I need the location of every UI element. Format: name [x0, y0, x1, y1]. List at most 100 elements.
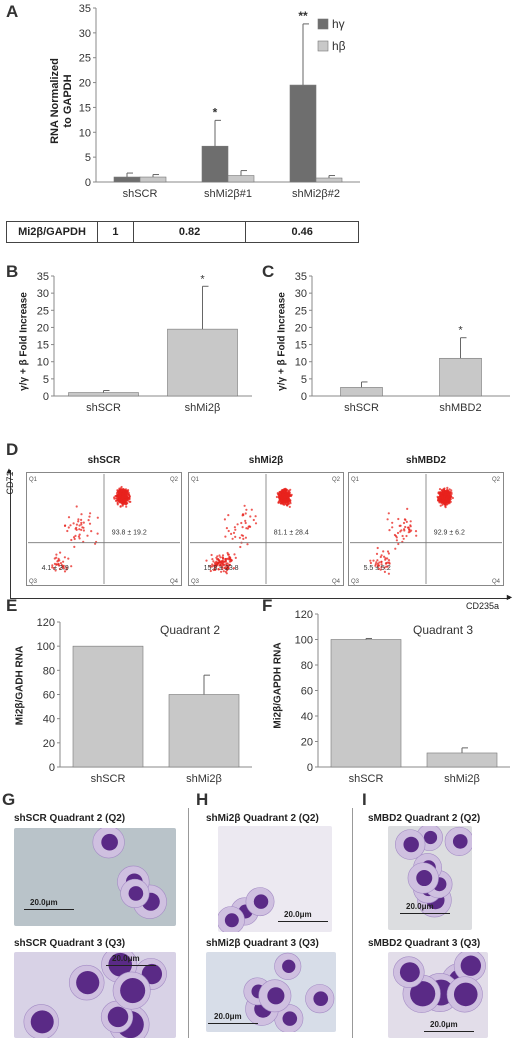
event-dot — [283, 495, 286, 498]
event-dot — [241, 526, 244, 529]
event-dot — [387, 559, 391, 562]
q3-percentage: 5.5 ± 5.2 — [364, 565, 391, 572]
event-dot — [86, 534, 89, 537]
event-dot — [231, 537, 234, 540]
event-dot — [234, 528, 237, 531]
scale-bar-label: 20.0μm — [284, 910, 312, 919]
q2-percentage: 81.1 ± 28.4 — [274, 530, 309, 537]
event-dot — [75, 505, 78, 508]
bar — [426, 752, 498, 768]
event-dot — [120, 501, 123, 504]
cell-nucleus — [453, 982, 478, 1007]
event-dot — [286, 491, 290, 494]
stained-cells — [23, 952, 167, 1038]
event-dot — [287, 498, 290, 501]
event-dot — [375, 552, 379, 555]
event-dot — [77, 520, 80, 523]
event-dot — [60, 564, 64, 567]
event-dot — [398, 524, 401, 527]
event-dot — [283, 498, 286, 501]
event-dot — [236, 523, 239, 526]
stained-cells — [393, 952, 486, 1013]
event-dot — [249, 515, 252, 518]
event-dot — [82, 529, 85, 532]
event-dot — [386, 518, 389, 521]
cell-nucleus — [267, 987, 285, 1005]
event-dot — [218, 560, 221, 563]
quadrant-label: Q3 — [351, 579, 360, 585]
y-tick-label: 20 — [43, 738, 55, 750]
quadrant-label: Q4 — [170, 579, 179, 585]
event-dot — [383, 555, 386, 558]
event-dot — [124, 488, 128, 491]
flow-scatter-plot: Q1 Q2 Q3 Q4 93.8 ± 19.2 4.1 ± 3.9 — [26, 472, 182, 586]
event-dot — [54, 569, 57, 572]
significance-marker: * — [213, 105, 218, 119]
event-dot — [414, 530, 418, 533]
event-dot — [77, 518, 80, 521]
event-dot — [409, 525, 412, 528]
scale-bar-label: 20.0μm — [406, 902, 434, 911]
legend-swatch — [317, 18, 329, 30]
event-dot — [395, 539, 398, 542]
event-dot — [211, 563, 214, 566]
quadrant-label: Q2 — [170, 477, 179, 483]
event-dot — [62, 564, 65, 567]
y-tick-label: 60 — [301, 686, 313, 698]
event-dot — [234, 535, 237, 538]
y-tick-label: 20 — [79, 78, 91, 90]
flow-scatter-plot: Q1 Q2 Q3 Q4 92.9 ± 6.2 5.5 ± 5.2 — [348, 472, 504, 586]
event-dot — [243, 504, 246, 507]
legend-label: hγ — [332, 17, 345, 31]
q3-percentage: 4.1 ± 3.9 — [42, 565, 69, 572]
scale-bar — [278, 921, 328, 922]
event-dot — [224, 535, 227, 538]
event-dot — [118, 492, 121, 495]
event-dot — [113, 497, 116, 500]
event-dot — [450, 489, 453, 492]
event-dot — [277, 496, 280, 499]
legend-label: hβ — [332, 39, 346, 53]
event-dot — [386, 557, 389, 560]
legend-swatch — [317, 40, 329, 52]
event-dot — [380, 554, 383, 557]
event-dot — [227, 514, 230, 517]
y-tick-label: 120 — [37, 617, 55, 629]
x-tick-label: shMBD2 — [439, 402, 481, 414]
event-dot — [127, 497, 130, 500]
event-dot — [388, 529, 391, 532]
panel-f-title: Quadrant 3 — [413, 623, 473, 637]
event-dot — [449, 500, 452, 503]
y-tick-label: 30 — [37, 288, 49, 300]
event-dot — [415, 534, 418, 537]
event-dot — [80, 513, 83, 516]
event-dot — [391, 526, 394, 529]
quadrant-label: Q1 — [29, 477, 38, 483]
event-dot — [69, 524, 72, 527]
event-dot — [56, 560, 59, 563]
event-dot — [444, 491, 447, 494]
panel-f-ylabel: Mi2β/GAPDH RNA — [272, 642, 284, 729]
event-dot — [125, 502, 128, 505]
cd235a-label: CD235a — [466, 601, 500, 611]
event-dot — [279, 499, 282, 502]
event-dot — [128, 495, 131, 498]
y-tick-label: 80 — [301, 660, 313, 672]
event-dot — [228, 563, 231, 566]
event-dot — [384, 558, 387, 561]
event-dot — [405, 534, 408, 538]
y-tick-label: 25 — [295, 305, 307, 317]
panel-a-ylabel-line1: RNA Normalized — [49, 58, 61, 144]
event-dot — [245, 508, 248, 511]
panel-h-top-title: shMi2β Quadrant 2 (Q2) — [206, 813, 319, 824]
event-dot — [125, 505, 128, 508]
event-dot — [437, 499, 440, 502]
event-dot — [380, 560, 383, 563]
y-tick-label: 60 — [43, 690, 55, 702]
event-dot — [239, 545, 242, 549]
event-dot — [63, 556, 66, 559]
event-dot — [383, 566, 386, 569]
cell-nucleus — [423, 830, 438, 845]
event-dot — [397, 542, 400, 546]
event-dot — [227, 553, 230, 556]
